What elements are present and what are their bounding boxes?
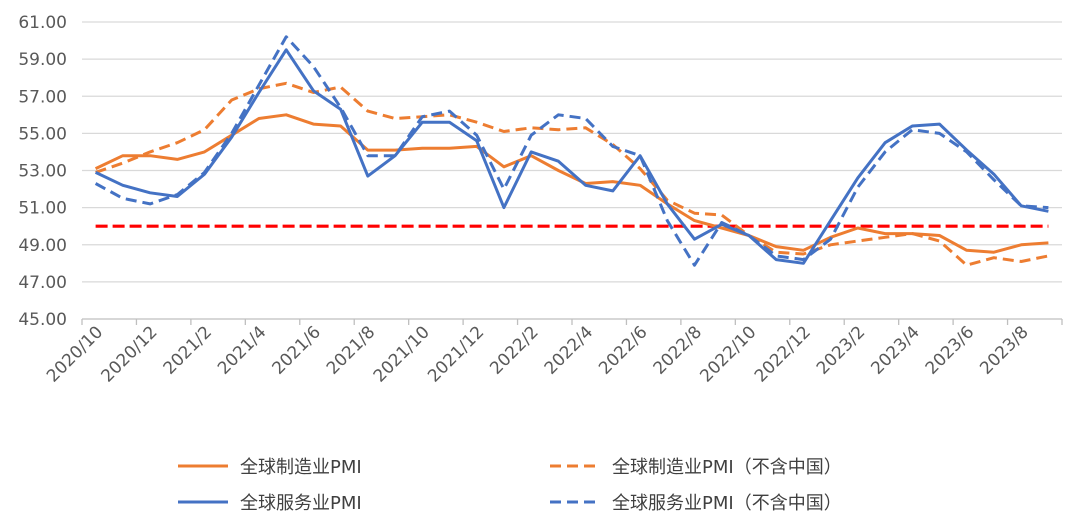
legend-label: 全球制造业PMI xyxy=(240,457,362,478)
y-axis: 45.00 47.00 49.00 51.00 53.00 55.00 57.00 59.00… xyxy=(18,13,67,330)
x-tick-label: 2022/4 xyxy=(541,322,597,378)
x-tick-label: 2021/10 xyxy=(370,322,434,386)
x-tick-label: 2022/6 xyxy=(595,322,651,378)
y-tick-label: 55.00 xyxy=(18,124,67,144)
x-tick-label: 2022/10 xyxy=(696,322,760,386)
x-tick-label: 2022/12 xyxy=(751,322,815,386)
legend-item: 全球制造业PMI（不含中国） xyxy=(550,457,842,478)
x-tick-label: 2023/4 xyxy=(867,322,923,378)
series-line-2 xyxy=(95,81,1049,267)
x-tick-label: 2020/10 xyxy=(43,322,107,386)
x-tick-label: 2023/8 xyxy=(976,322,1032,378)
y-tick-label: 59.00 xyxy=(18,50,67,70)
legend-item: 全球服务业PMI（不含中国） xyxy=(550,493,842,514)
x-tick-label: 2021/4 xyxy=(214,322,270,378)
x-tick-label: 2021/6 xyxy=(268,322,324,378)
x-tick-label: 2023/6 xyxy=(922,322,978,378)
gridlines xyxy=(82,21,1062,320)
x-tick-label: 2021/2 xyxy=(160,322,216,378)
y-tick-label: 45.00 xyxy=(18,310,67,330)
legend-item: 全球服务业PMI xyxy=(178,493,362,514)
y-tick-label: 61.00 xyxy=(18,13,67,33)
y-tick-label: 49.00 xyxy=(18,236,67,256)
x-tick-label: 2022/2 xyxy=(486,322,542,378)
legend-label: 全球服务业PMI xyxy=(240,493,362,514)
series-line-4 xyxy=(94,35,1049,267)
y-tick-label: 51.00 xyxy=(18,199,67,219)
legend-label: 全球制造业PMI（不含中国） xyxy=(612,457,842,478)
x-tick-label: 2023/2 xyxy=(813,322,869,378)
legend-item: 全球制造业PMI xyxy=(178,457,362,478)
series-line-3 xyxy=(94,48,1049,265)
x-axis: 2020/102020/122021/22021/42021/62021/820… xyxy=(43,319,1063,386)
x-tick-label: 2020/12 xyxy=(98,322,162,386)
y-tick-label: 57.00 xyxy=(18,87,67,107)
y-tick-label: 53.00 xyxy=(18,162,67,182)
y-tick-label: 47.00 xyxy=(18,273,67,293)
x-tick-label: 2021/12 xyxy=(424,322,488,386)
series-line-1 xyxy=(94,113,1049,254)
legend-label: 全球服务业PMI（不含中国） xyxy=(612,493,842,514)
series-lines xyxy=(94,35,1049,267)
legend: 全球制造业PMI 全球制造业PMI（不含中国） 全球服务业PMI 全球服务业PMI（不… xyxy=(178,457,842,514)
